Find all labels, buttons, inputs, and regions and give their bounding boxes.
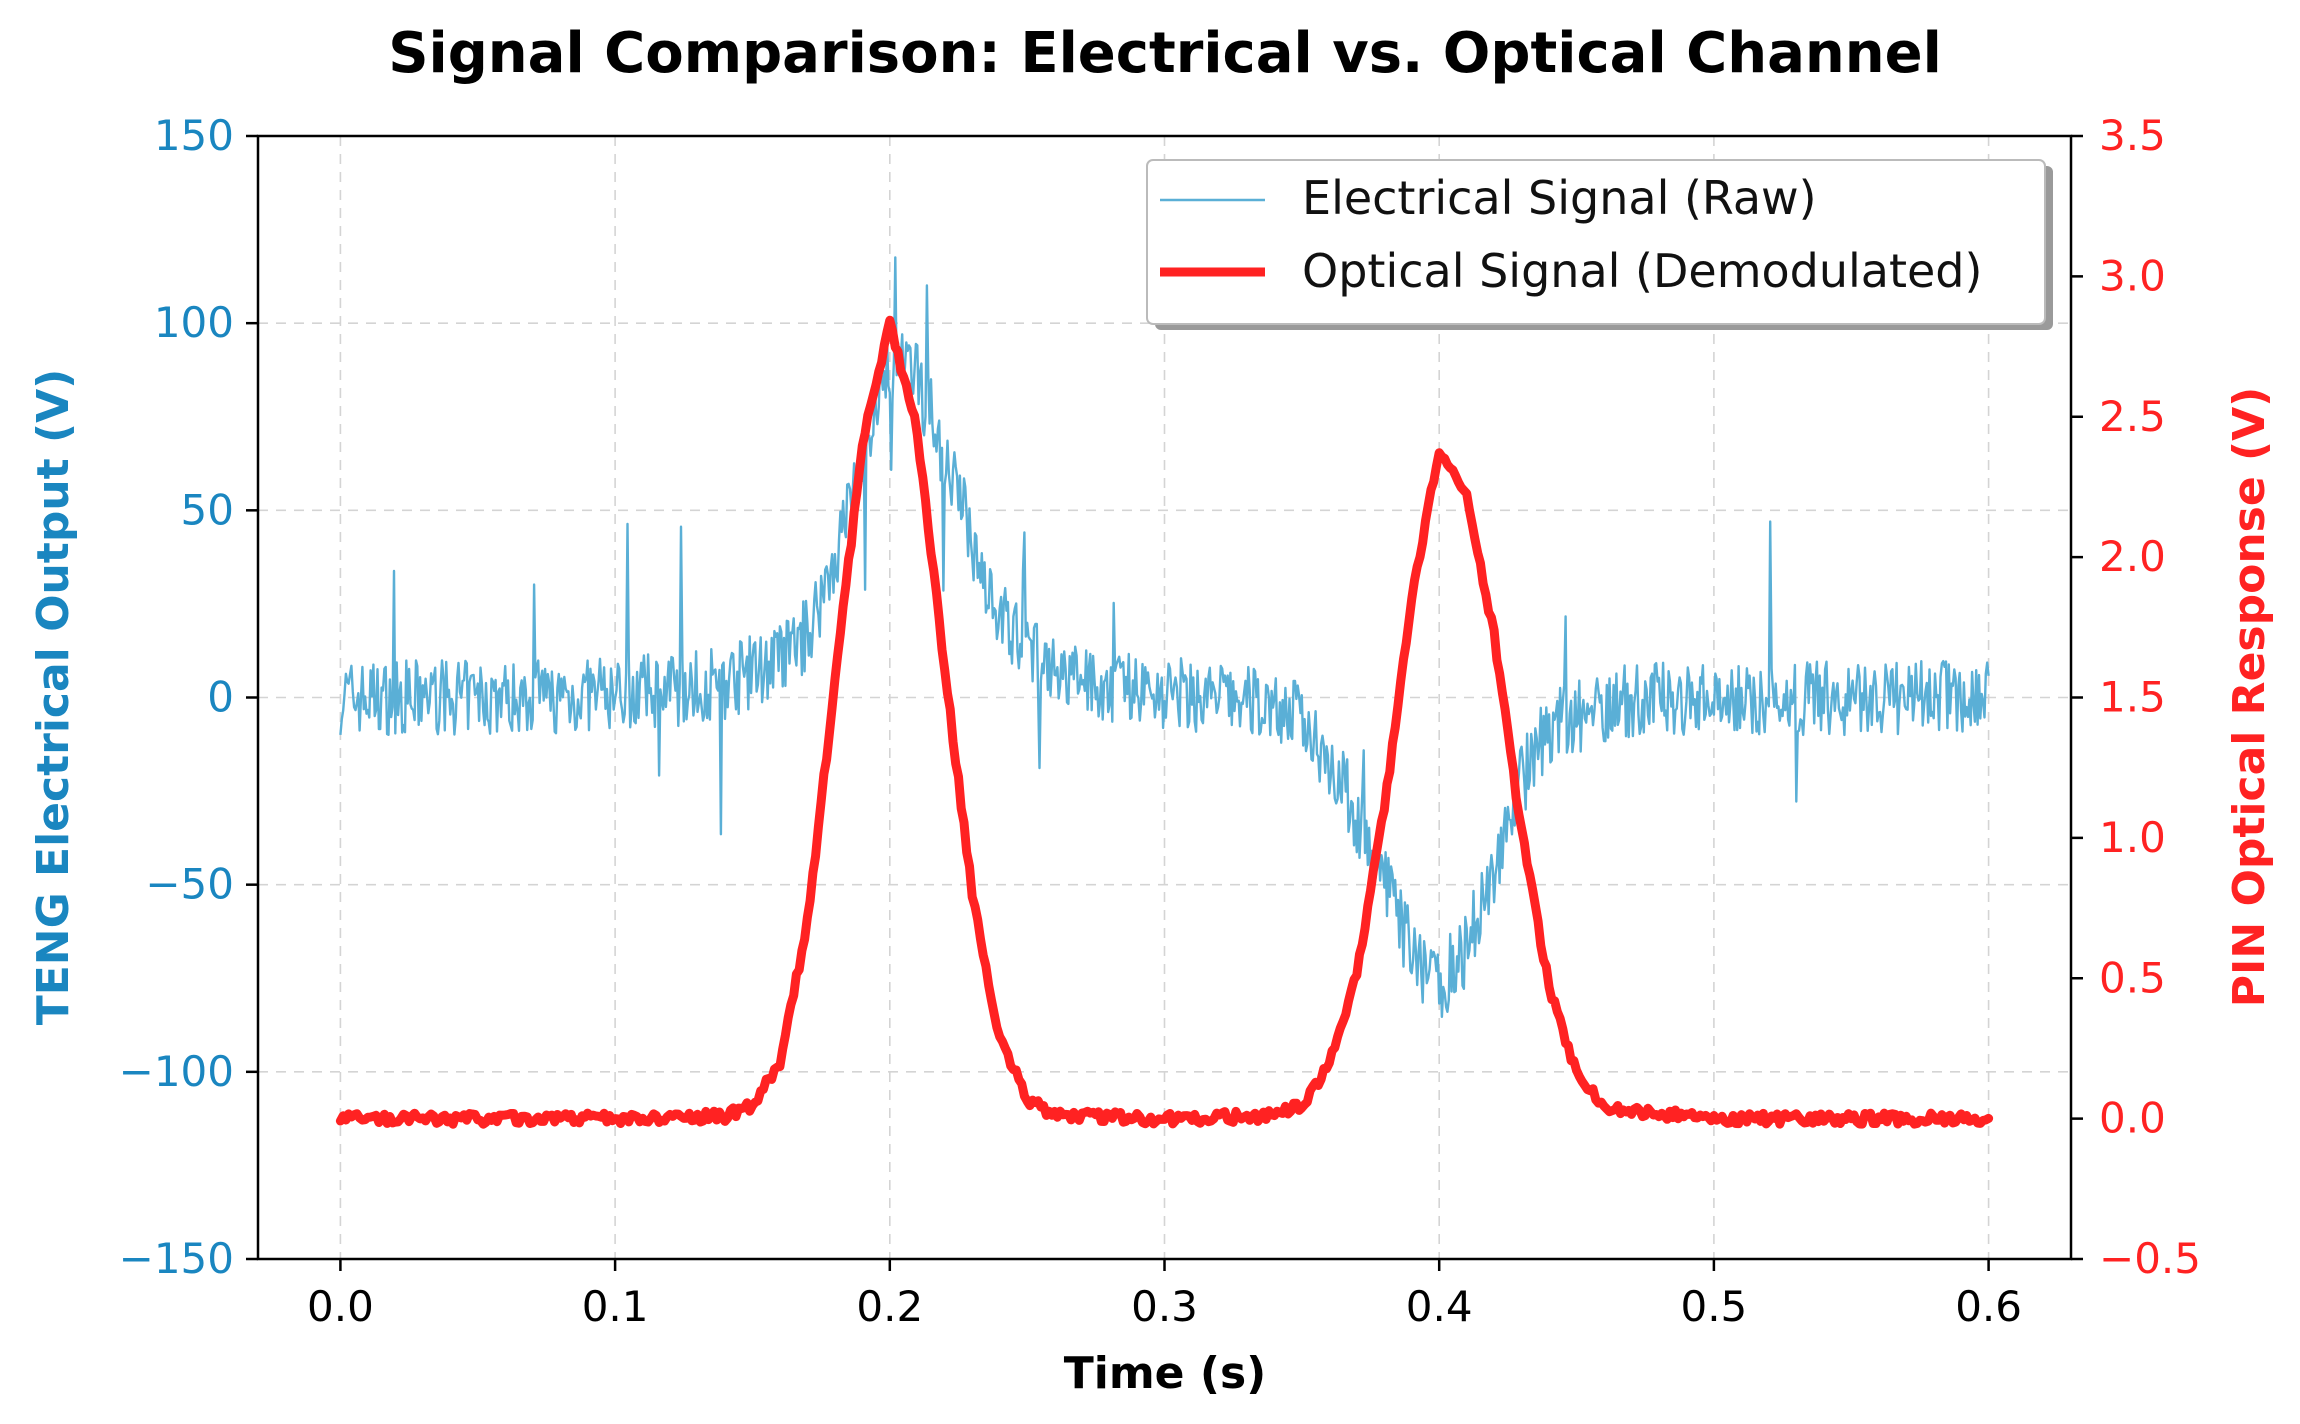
y-right-tick-label: 2.0 (2099, 532, 2166, 581)
optical-signal-line (335, 315, 1994, 1129)
x-axis: 0.0 0.1 0.2 0.3 0.4 0.5 0.6 (307, 1259, 2022, 1331)
y-right-tick-label: 0.0 (2099, 1094, 2166, 1143)
chart-title: Signal Comparison: Electrical vs. Optica… (388, 21, 1942, 86)
legend-electrical-label: Electrical Signal (Raw) (1302, 171, 1817, 225)
y-right-tick-label: 1.0 (2099, 813, 2166, 862)
electrical-series (339, 256, 1990, 1018)
x-tick-label: 0.2 (856, 1282, 923, 1331)
x-tick-label: 0.3 (1131, 1282, 1198, 1331)
y-left-tick-label: −150 (119, 1234, 234, 1283)
x-tick-label: 0.4 (1406, 1282, 1473, 1331)
y-right-tick-label: 1.5 (2099, 673, 2166, 722)
y-right-tick-label: 3.5 (2099, 111, 2166, 160)
x-tick-label: 0.0 (307, 1282, 374, 1331)
x-tick-label: 0.6 (1955, 1282, 2022, 1331)
x-axis-label: Time (s) (1064, 1348, 1267, 1399)
y-axis-left-label: TENG Electrical Output (V) (28, 369, 79, 1026)
y-right-tick-label: −0.5 (2099, 1234, 2201, 1283)
optical-series (335, 315, 1994, 1129)
y-axis-right: 3.5 3.0 2.5 2.0 1.5 1.0 0.5 0.0 −0.5 (2071, 111, 2201, 1283)
y-left-tick-label: 100 (154, 298, 234, 347)
y-left-tick-label: 50 (181, 485, 234, 534)
y-right-tick-label: 2.5 (2099, 392, 2166, 441)
legend: Electrical Signal (Raw) Optical Signal (… (1146, 159, 2053, 330)
x-tick-label: 0.5 (1680, 1282, 1747, 1331)
legend-box (1146, 159, 2046, 325)
y-right-tick-label: 0.5 (2099, 953, 2166, 1002)
y-axis-left: 150 100 50 0 −50 −100 −150 (119, 111, 258, 1283)
electrical-signal-line (339, 256, 1990, 1018)
y-left-tick-label: −50 (145, 860, 234, 909)
y-axis-right-label: PIN Optical Response (V) (2224, 387, 2275, 1008)
y-left-tick-label: −100 (119, 1047, 234, 1096)
y-left-tick-label: 0 (207, 673, 234, 722)
x-tick-label: 0.1 (582, 1282, 649, 1331)
y-left-tick-label: 150 (154, 111, 234, 160)
y-right-tick-label: 3.0 (2099, 251, 2166, 300)
legend-optical-label: Optical Signal (Demodulated) (1302, 244, 1982, 298)
